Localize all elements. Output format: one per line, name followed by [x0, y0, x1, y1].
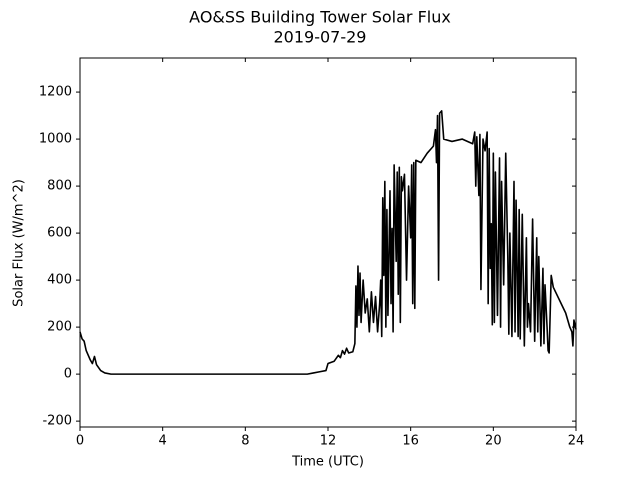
chart-title: AO&SS Building Tower Solar Flux — [189, 8, 451, 27]
x-tick-label: 4 — [159, 434, 167, 449]
y-tick-label: 0 — [64, 367, 72, 382]
data-line — [79, 110, 577, 375]
y-tick-label: 1000 — [39, 132, 72, 147]
y-tick-label: -200 — [42, 414, 72, 429]
x-tick-label: 24 — [568, 434, 585, 449]
x-axis-label: Time (UTC) — [291, 455, 364, 470]
x-tick-label: 8 — [241, 434, 249, 449]
x-tick-label: 16 — [402, 434, 419, 449]
y-tick-label: 600 — [47, 226, 72, 241]
chart-subtitle: 2019-07-29 — [274, 28, 367, 47]
x-tick-label: 0 — [76, 434, 84, 449]
y-tick-label: 1200 — [39, 85, 72, 100]
plot-frame — [79, 57, 577, 428]
y-tick-label: 200 — [47, 320, 72, 335]
y-axis-label: Solar Flux (W/m^2) — [12, 179, 27, 307]
x-tick-label: 20 — [485, 434, 502, 449]
y-tick-label: 800 — [47, 179, 72, 194]
y-tick-label: 400 — [47, 273, 72, 288]
x-tick-label: 12 — [320, 434, 337, 449]
